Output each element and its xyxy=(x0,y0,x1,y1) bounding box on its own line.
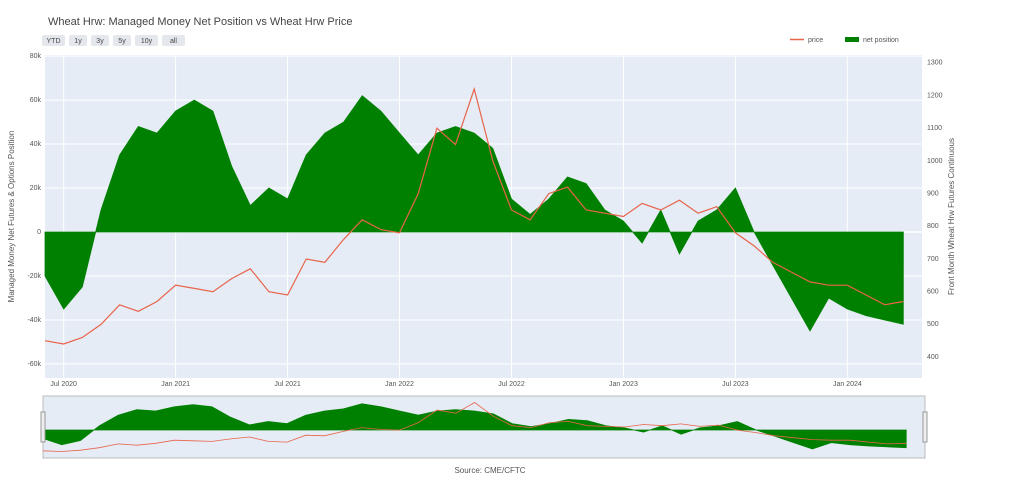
button-bg[interactable] xyxy=(69,35,87,46)
y2-tick-label: 900 xyxy=(927,190,939,197)
x-tick-label: Jul 2020 xyxy=(50,381,77,388)
range-button[interactable]: 10y xyxy=(135,35,158,46)
y2-tick-label: 400 xyxy=(927,354,939,361)
y-tick-label: -20k xyxy=(27,273,41,280)
y-tick-label: -40k xyxy=(27,317,41,324)
y2-tick-label: 1000 xyxy=(927,158,943,165)
y-tick-label: 80k xyxy=(30,53,42,60)
button-bg[interactable] xyxy=(135,35,158,46)
slider-handle[interactable] xyxy=(922,411,928,443)
line-mini xyxy=(42,402,907,452)
range-button[interactable]: 5y xyxy=(113,35,131,46)
chart-title: Wheat Hrw: Managed Money Net Position vs… xyxy=(48,16,352,28)
x-tick-label: Jan 2022 xyxy=(385,381,414,388)
button-bg[interactable] xyxy=(113,35,131,46)
button-label[interactable]: all xyxy=(170,38,177,45)
y-tick-label: 20k xyxy=(30,185,42,192)
x-tick-label: Jul 2022 xyxy=(498,381,525,388)
line xyxy=(44,86,904,345)
button-label[interactable]: 5y xyxy=(118,38,126,45)
x-tick-label: Jan 2023 xyxy=(609,381,638,388)
x-tick-label: Jan 2024 xyxy=(833,381,862,388)
button-label[interactable]: 3y xyxy=(96,38,104,45)
y2-tick-label: 700 xyxy=(927,256,939,263)
y2-axis-title: Front Month Wheat Hrw Futures Continuous xyxy=(947,138,956,295)
range-button[interactable]: 3y xyxy=(91,35,109,46)
y2-tick-label: 1300 xyxy=(927,60,943,67)
legend-label: net position xyxy=(863,37,899,44)
y2-tick-label: 800 xyxy=(927,223,939,230)
y2-tick-label: 1200 xyxy=(927,92,943,99)
button-bg[interactable] xyxy=(42,35,65,46)
button-bg[interactable] xyxy=(91,35,109,46)
y2-tick-label: 500 xyxy=(927,321,939,328)
legend-label: price xyxy=(808,37,823,44)
y2-tick-label: 600 xyxy=(927,289,939,296)
button-bg[interactable] xyxy=(162,35,185,46)
y-tick-label: 40k xyxy=(30,141,42,148)
range-button[interactable]: YTD xyxy=(42,35,65,46)
y-tick-label: 0 xyxy=(37,229,41,236)
legend-swatch xyxy=(845,37,859,42)
x-tick-label: Jul 2023 xyxy=(722,381,749,388)
button-label[interactable]: 1y xyxy=(74,38,82,45)
area-mini xyxy=(42,403,907,450)
y2-tick-label: 1100 xyxy=(927,125,942,132)
area xyxy=(44,95,904,332)
range-button[interactable]: 1y xyxy=(69,35,87,46)
button-label[interactable]: 10y xyxy=(141,38,153,45)
button-label[interactable]: YTD xyxy=(47,38,61,45)
y-tick-label: 60k xyxy=(30,97,42,104)
range-button[interactable]: all xyxy=(162,35,185,46)
y-axis-title: Managed Money Net Futures & Options Posi… xyxy=(7,131,16,303)
x-tick-label: Jul 2021 xyxy=(274,381,301,388)
slider-handle[interactable] xyxy=(40,411,46,443)
x-tick-label: Jan 2021 xyxy=(161,381,190,388)
source: Source: CME/CFTC xyxy=(454,466,525,475)
y-tick-label: -60k xyxy=(27,361,41,368)
